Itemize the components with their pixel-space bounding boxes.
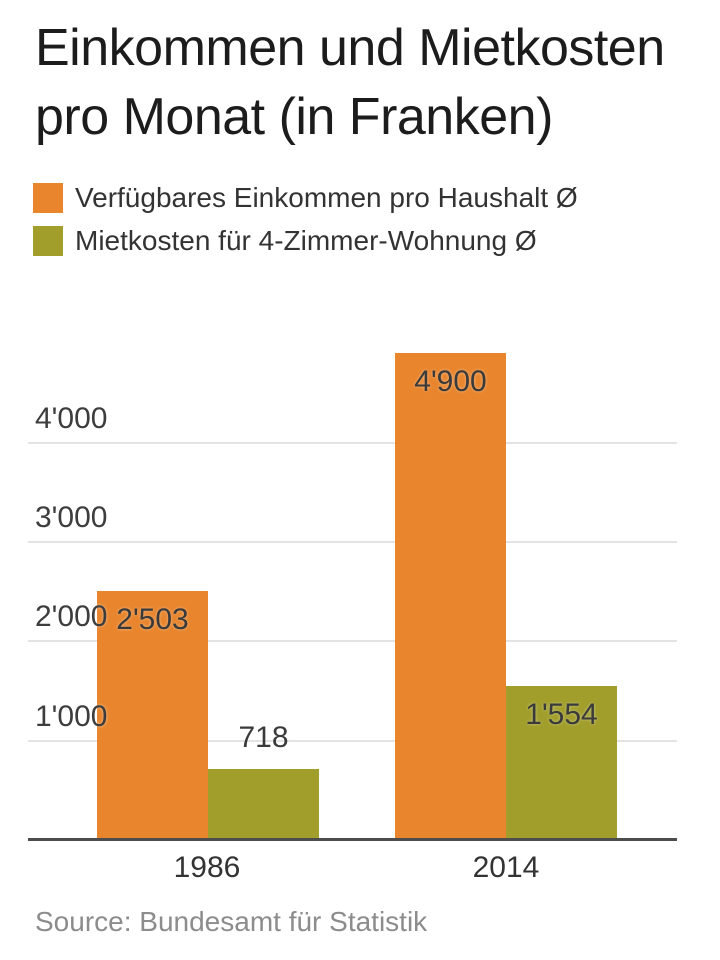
x-axis-tick-label: 2014 bbox=[472, 851, 540, 884]
bar-2014-0 bbox=[395, 353, 506, 840]
bar-2014-1 bbox=[506, 686, 617, 840]
x-axis-line bbox=[28, 838, 677, 841]
x-axis-tick-label: 1986 bbox=[173, 851, 241, 884]
bar-value-label: 2'503 bbox=[116, 603, 189, 636]
y-axis-tick-label: 1'000 bbox=[35, 699, 108, 733]
gridline-4000 bbox=[28, 441, 677, 444]
gridline-1000 bbox=[28, 739, 677, 742]
legend-swatch-einkommen bbox=[33, 183, 63, 213]
legend-item-mietkosten: Mietkosten für 4-Zimmer-Wohnung Ø bbox=[33, 225, 578, 256]
chart-legend: Verfügbares Einkommen pro Haushalt Ø Mie… bbox=[33, 182, 578, 269]
chart-title: Einkommen und Mietkosten pro Monat (in F… bbox=[35, 19, 665, 146]
y-axis-tick-label: 3'000 bbox=[35, 501, 108, 535]
gridline-3000 bbox=[28, 541, 677, 544]
y-axis-tick-label: 2'000 bbox=[35, 600, 108, 634]
bar-value-label: 4'900 bbox=[414, 365, 487, 398]
bar-1986-0 bbox=[97, 591, 208, 840]
gridline-2000 bbox=[28, 640, 677, 643]
source-caption: Source: Bundesamt für Statistik bbox=[35, 906, 428, 937]
legend-swatch-mietkosten bbox=[33, 226, 63, 256]
legend-label-einkommen: Verfügbares Einkommen pro Haushalt Ø bbox=[75, 182, 578, 213]
legend-label-mietkosten: Mietkosten für 4-Zimmer-Wohnung Ø bbox=[75, 225, 537, 256]
bar-1986-1 bbox=[208, 769, 319, 840]
bar-value-label: 1'554 bbox=[525, 698, 598, 731]
y-axis-tick-label: 4'000 bbox=[35, 401, 108, 435]
bar-value-label: 718 bbox=[238, 721, 289, 754]
legend-item-einkommen: Verfügbares Einkommen pro Haushalt Ø bbox=[33, 182, 578, 213]
